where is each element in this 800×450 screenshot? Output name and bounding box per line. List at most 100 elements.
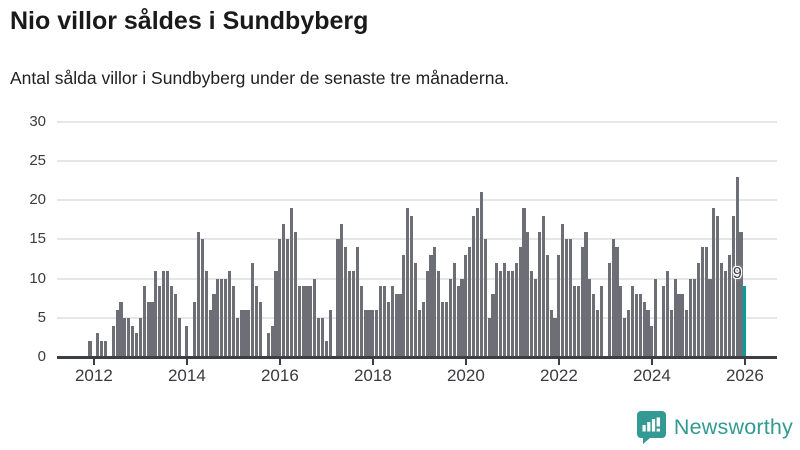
bar — [363, 309, 367, 357]
bar — [413, 262, 418, 357]
bar — [464, 255, 468, 357]
bar — [328, 309, 332, 357]
bar — [429, 255, 433, 357]
bar — [541, 215, 545, 357]
bar — [475, 208, 480, 357]
bar — [227, 270, 232, 357]
bar — [103, 341, 108, 357]
bar — [530, 270, 534, 357]
bar — [212, 294, 216, 357]
x-axis-label: 2024 — [632, 366, 671, 385]
bar — [154, 270, 158, 357]
bar — [131, 325, 135, 357]
x-axis-tick — [743, 359, 746, 365]
bar — [115, 309, 119, 357]
x-axis-line — [57, 356, 777, 359]
bar — [359, 286, 363, 357]
chart-title: Nio villor såldes i Sundbyberg — [10, 7, 369, 35]
bar — [634, 294, 638, 357]
newsworthy-icon — [636, 411, 666, 444]
bar — [123, 317, 127, 357]
bar — [142, 286, 146, 357]
bar — [402, 255, 406, 357]
bar — [278, 239, 282, 357]
bar — [661, 286, 666, 357]
bar — [196, 231, 201, 357]
bar — [720, 262, 724, 357]
bar — [506, 270, 511, 357]
bar — [619, 286, 623, 357]
bar — [305, 286, 309, 357]
bar — [596, 309, 600, 357]
bar — [739, 231, 743, 357]
bar — [468, 247, 472, 357]
bar — [677, 294, 681, 357]
bar — [406, 208, 410, 357]
bar — [665, 270, 669, 357]
bar — [274, 270, 278, 357]
bar — [425, 270, 429, 357]
bar — [433, 247, 437, 357]
bar — [417, 309, 421, 357]
bar — [351, 270, 356, 357]
bar — [495, 262, 499, 357]
bar — [499, 270, 503, 357]
bar — [568, 239, 573, 357]
bar — [382, 286, 387, 357]
gridline — [57, 120, 777, 123]
newsworthy-logo[interactable]: Newsworthy — [636, 410, 793, 444]
bar — [169, 286, 173, 357]
bar — [247, 309, 251, 357]
bar — [692, 278, 697, 357]
bar — [580, 247, 584, 357]
y-axis-label: 15 — [29, 230, 46, 248]
bar — [627, 309, 631, 357]
bar — [421, 302, 425, 357]
bar — [584, 231, 588, 357]
bar — [224, 278, 228, 357]
bar — [549, 309, 553, 357]
bar — [483, 239, 487, 357]
bar — [150, 302, 154, 357]
bar — [479, 192, 483, 357]
bar — [654, 278, 658, 357]
bar — [673, 278, 677, 357]
bar — [448, 278, 452, 357]
bar — [576, 286, 580, 357]
bar — [379, 286, 383, 357]
bar — [204, 270, 208, 357]
bar — [727, 255, 731, 357]
bar — [441, 302, 445, 357]
bar — [712, 208, 716, 357]
bar — [138, 317, 142, 357]
bar — [696, 262, 700, 357]
bar — [681, 294, 685, 357]
bar — [526, 231, 530, 357]
bar — [367, 309, 371, 357]
bar — [565, 239, 569, 357]
bar — [437, 270, 441, 357]
bar — [270, 325, 274, 357]
bar — [344, 247, 348, 357]
x-axis-label: 2012 — [74, 366, 113, 385]
bar — [708, 278, 712, 357]
bar — [111, 325, 115, 357]
bar — [522, 208, 526, 357]
bar — [185, 325, 189, 357]
bar — [410, 215, 414, 357]
x-axis-label: 2022 — [539, 366, 578, 385]
bar — [642, 302, 646, 357]
bar — [561, 223, 565, 357]
x-axis-label: 2014 — [167, 366, 206, 385]
y-axis-label: 0 — [37, 348, 46, 365]
bar — [286, 239, 290, 357]
bar — [251, 262, 255, 357]
bar — [700, 247, 704, 357]
bar — [514, 262, 518, 357]
chart-subtitle: Antal sålda villor i Sundbyberg under de… — [10, 68, 510, 88]
bar — [487, 317, 491, 357]
bar — [611, 239, 615, 357]
bar — [158, 286, 162, 357]
y-axis-label: 20 — [29, 191, 46, 209]
